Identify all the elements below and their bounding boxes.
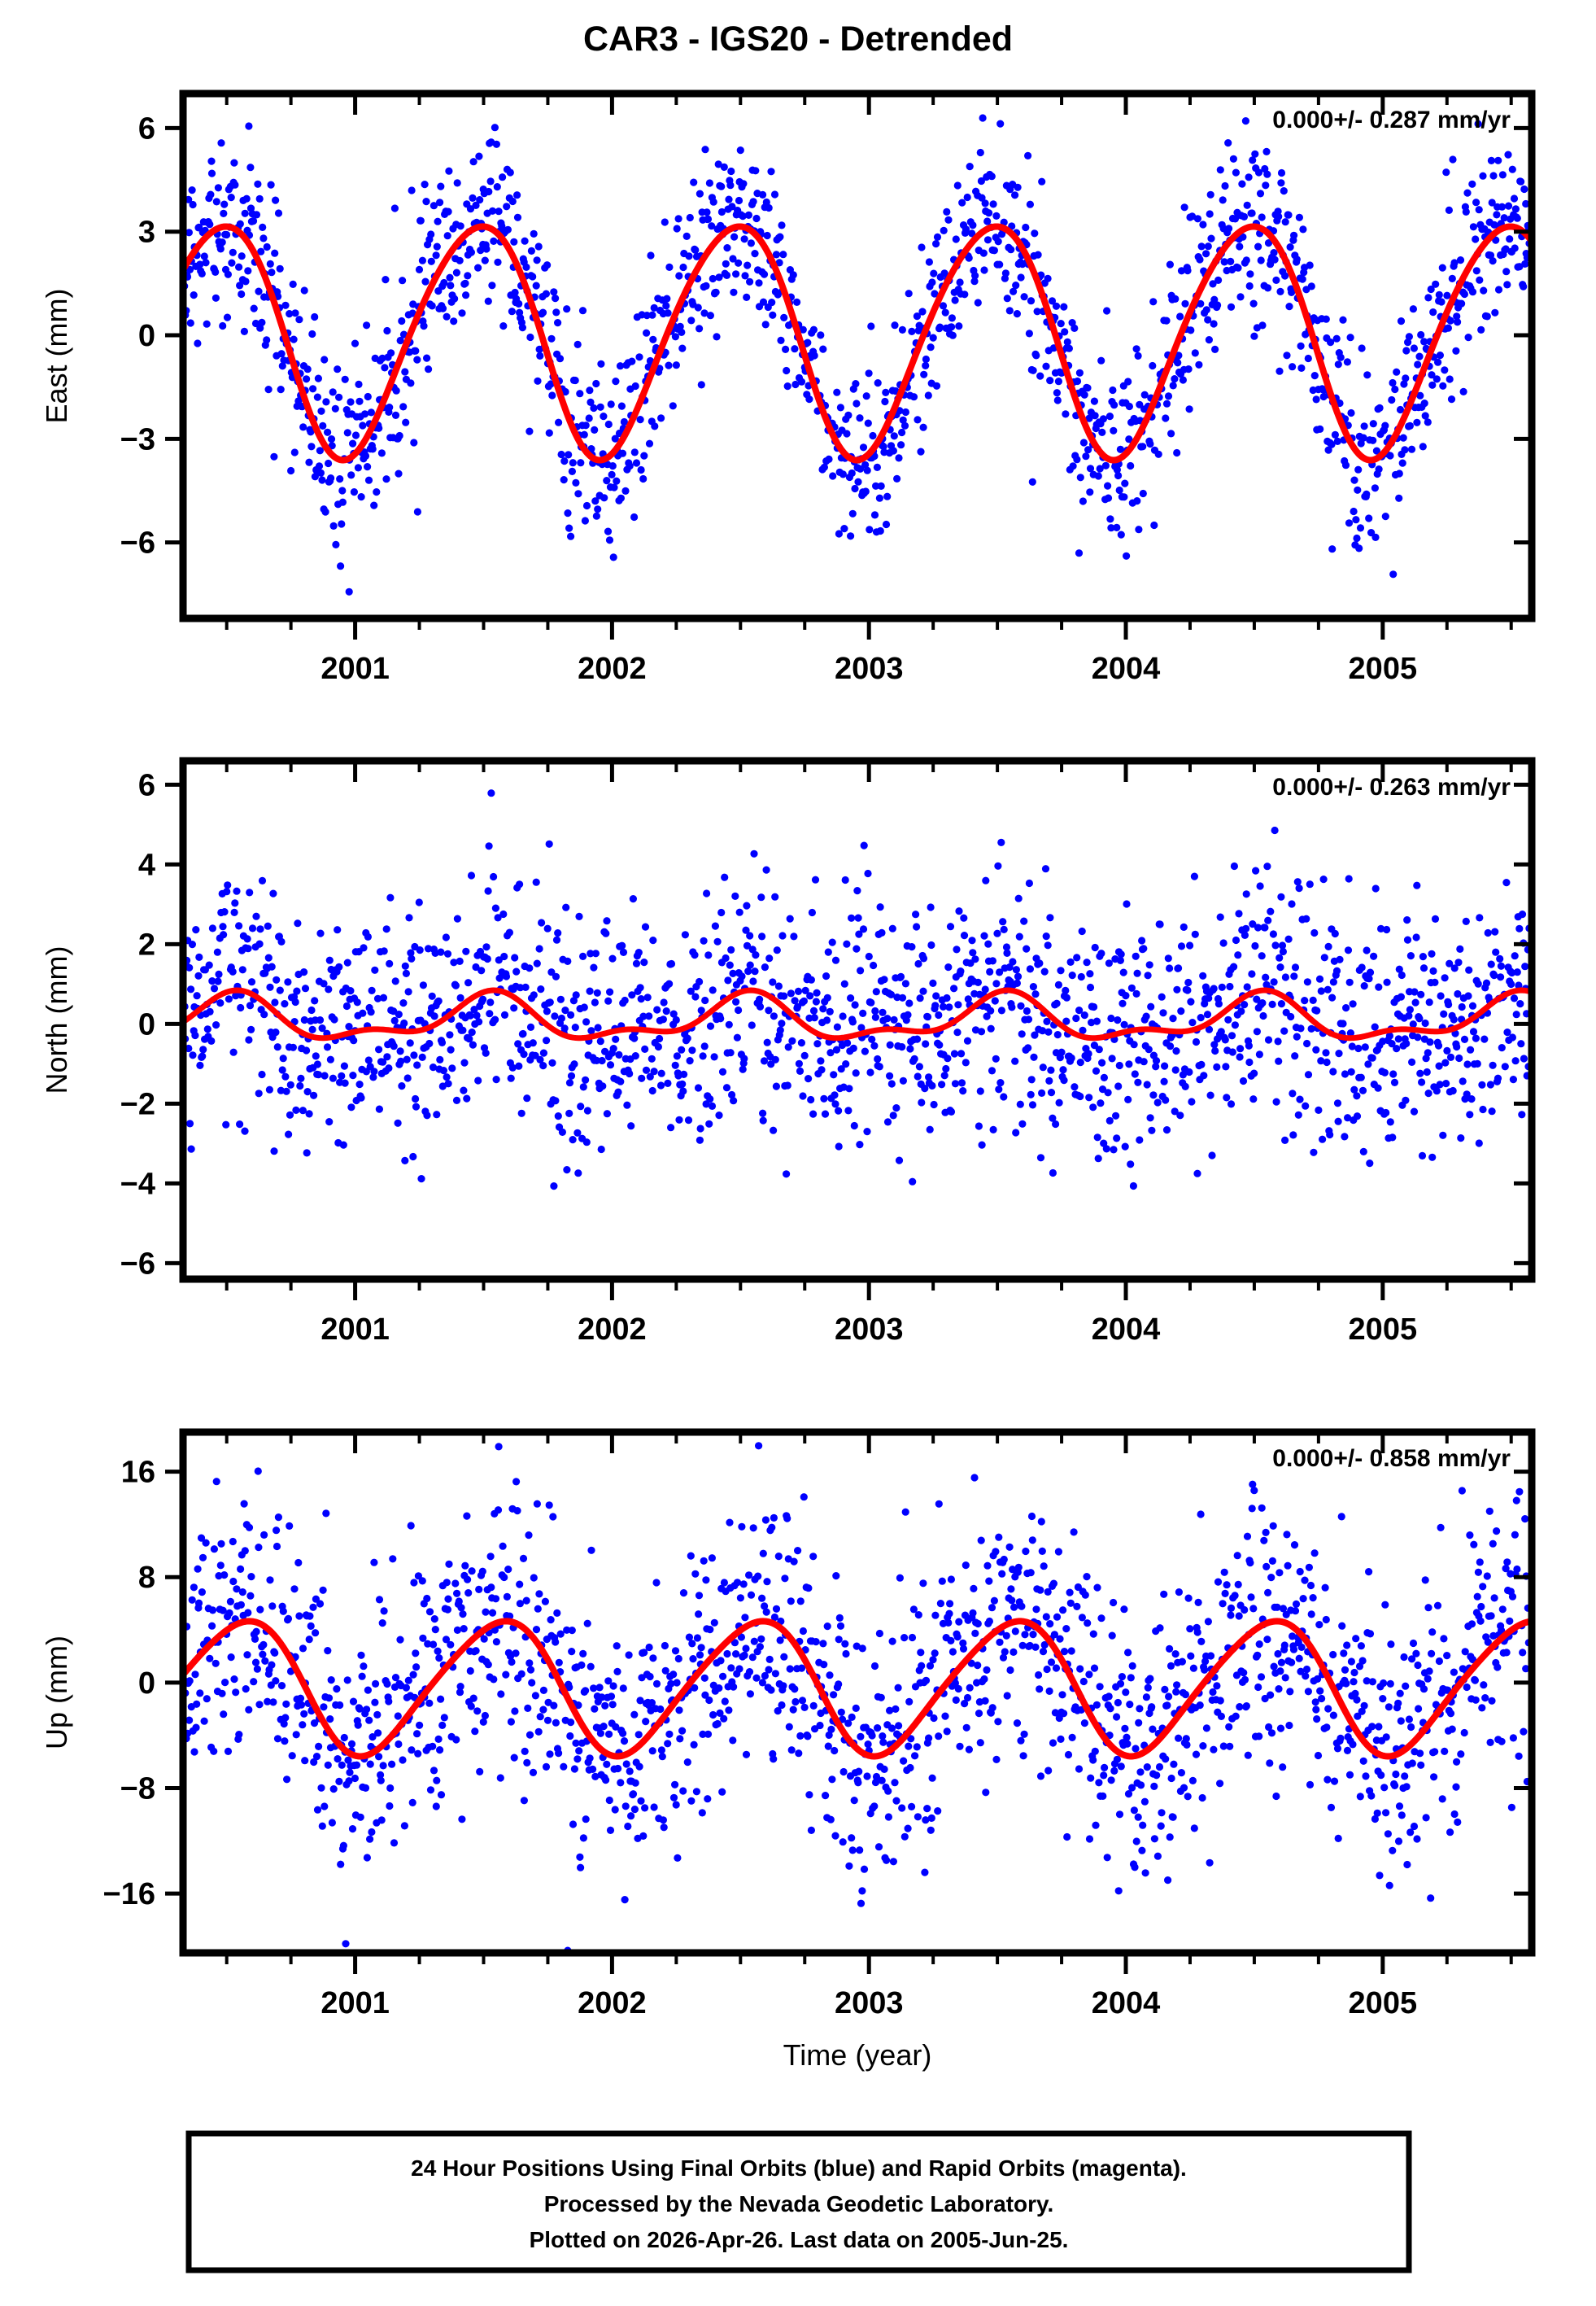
y-tick-label: −4	[120, 1167, 155, 1201]
panel-north: 6 4 2 0 −2 −4 −6 2001 2002 2003 2004 2005 North (mm)…	[40, 757, 1536, 1347]
axes-frame-up	[179, 1428, 1536, 1957]
fit-curve-north	[183, 987, 1532, 1042]
plot-title: CAR3 - IGS20 - Detrended	[583, 20, 1013, 59]
y-tick-label: 6	[138, 111, 155, 146]
y-tick-label: 6	[138, 768, 155, 802]
y-tick-label: 0	[138, 1007, 155, 1042]
fit-curve-up	[183, 1618, 1532, 1760]
y-tick-label: −8	[120, 1771, 155, 1806]
x-axis-north: 2001 2002 2003 2004 2005	[225, 761, 1513, 1347]
fit-curve-east	[183, 223, 1532, 464]
x-axis-up: 2001 2002 2003 2004 2005	[225, 1432, 1513, 2020]
y-axis-label-north: North (mm)	[40, 946, 73, 1094]
rate-annotation-east: 0.000+/- 0.287 mm/yr	[1272, 107, 1511, 133]
caption-border	[185, 2130, 1412, 2273]
x-tick-label: 2001	[321, 652, 390, 686]
x-tick-label: 2003	[835, 652, 904, 686]
caption-box: 24 Hour Positions Using Final Orbits (bl…	[185, 2130, 1412, 2273]
x-axis-label: Time (year)	[783, 2038, 932, 2072]
y-axis-up: 16 8 0 −8 −16	[103, 1456, 1532, 1911]
y-tick-label: −2	[120, 1087, 155, 1121]
x-tick-label: 2005	[1349, 1986, 1418, 2020]
x-tick-label: 2004	[1092, 1312, 1161, 1347]
data-points-up	[183, 1442, 1532, 1953]
x-tick-label: 2004	[1092, 1986, 1161, 2020]
axes-frame-north	[179, 757, 1536, 1283]
caption-line-1: 24 Hour Positions Using Final Orbits (bl…	[411, 2155, 1187, 2181]
y-axis-label-east: East (mm)	[40, 289, 73, 424]
rate-annotation-up: 0.000+/- 0.858 mm/yr	[1272, 1445, 1511, 1472]
x-tick-label: 2001	[321, 1986, 390, 2020]
y-axis-label-up: Up (mm)	[40, 1636, 73, 1749]
y-axis-east: 6 3 0 −3 −6	[120, 111, 1532, 561]
plot-area-east	[183, 114, 1532, 596]
y-tick-label: −3	[120, 422, 155, 456]
x-tick-label: 2002	[578, 1312, 647, 1347]
x-tick-label: 2003	[835, 1986, 904, 2020]
x-tick-label: 2004	[1092, 652, 1161, 686]
panel-up: 16 8 0 −8 −16 2001 2002 2003 2004 2005 Up (mm) 0.00…	[40, 1428, 1536, 2072]
plot-area-north	[183, 789, 1532, 1190]
x-tick-label: 2002	[578, 652, 647, 686]
y-tick-label: 8	[138, 1561, 155, 1595]
y-tick-label: −6	[120, 526, 155, 561]
y-tick-label: 0	[138, 319, 155, 353]
y-tick-label: 2	[138, 928, 155, 962]
axes-frame-east	[179, 90, 1536, 622]
x-tick-label: 2003	[835, 1312, 904, 1347]
y-tick-label: 4	[138, 848, 155, 882]
y-tick-label: 3	[138, 216, 155, 250]
x-tick-label: 2005	[1349, 652, 1418, 686]
panel-east: 6 3 0 −3 −6 2001 2002 2003 2004 2005 East (mm) 0.00…	[40, 90, 1536, 686]
caption-line-2: Processed by the Nevada Geodetic Laborat…	[544, 2191, 1054, 2216]
x-tick-label: 2001	[321, 1312, 390, 1347]
y-axis-north: 6 4 2 0 −2 −4 −6	[120, 768, 1532, 1281]
x-tick-label: 2002	[578, 1986, 647, 2020]
y-tick-label: −16	[103, 1877, 155, 1911]
plot-area-up	[183, 1442, 1532, 1953]
caption-line-3: Plotted on 2026-Apr-26. Last data on 200…	[530, 2227, 1069, 2252]
y-tick-label: 0	[138, 1666, 155, 1701]
x-tick-label: 2005	[1349, 1312, 1418, 1347]
rate-annotation-north: 0.000+/- 0.263 mm/yr	[1272, 774, 1511, 801]
y-tick-label: −6	[120, 1247, 155, 1281]
x-axis-east: 2001 2002 2003 2004 2005	[225, 94, 1513, 686]
y-tick-label: 16	[121, 1456, 155, 1490]
